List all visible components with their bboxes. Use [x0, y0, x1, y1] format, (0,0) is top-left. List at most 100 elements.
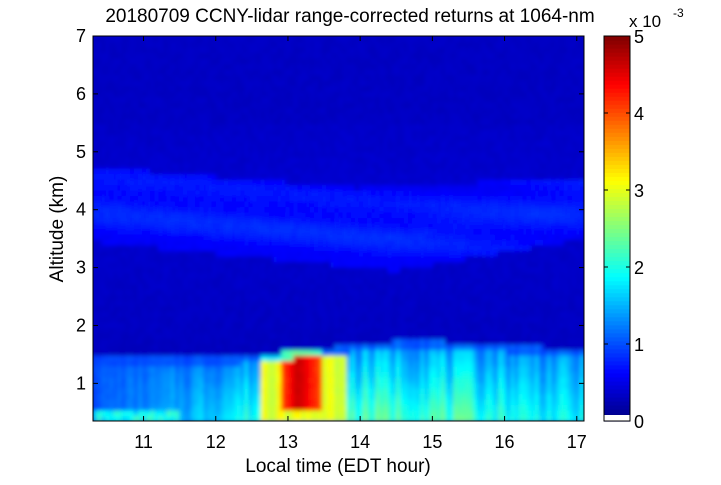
heatmap-cell — [240, 52, 245, 59]
heatmap-cell — [146, 294, 151, 301]
heatmap-cell — [375, 212, 381, 219]
heatmap-cell — [379, 305, 385, 312]
heatmap-cell — [252, 184, 258, 191]
heatmap-cell — [309, 360, 315, 367]
heatmap-cell — [277, 261, 282, 268]
heatmap-cell — [154, 355, 160, 362]
heatmap-cell — [367, 41, 372, 48]
heatmap-cell — [211, 91, 217, 98]
heatmap-cell — [199, 129, 205, 136]
heatmap-cell — [367, 190, 372, 197]
heatmap-cell — [232, 267, 237, 274]
heatmap-cell — [154, 228, 160, 235]
heatmap-cell — [187, 173, 192, 180]
heatmap-cell — [260, 201, 266, 208]
heatmap-cell — [215, 316, 221, 323]
heatmap-cell — [252, 404, 258, 411]
heatmap-cell — [125, 344, 131, 351]
heatmap-cell — [207, 179, 213, 186]
heatmap-cell — [309, 102, 315, 109]
heatmap-cell — [146, 267, 151, 274]
heatmap-cell — [121, 162, 127, 169]
heatmap-cell — [174, 327, 180, 334]
heatmap-cell — [101, 272, 106, 279]
heatmap-cell — [93, 135, 98, 142]
heatmap-cell — [207, 355, 213, 362]
heatmap-cell — [199, 217, 205, 224]
heatmap-cell — [187, 184, 192, 191]
heatmap-cell — [158, 102, 164, 109]
heatmap-cell — [166, 80, 172, 87]
heatmap-cell — [162, 278, 168, 285]
heatmap-cell — [297, 256, 303, 263]
heatmap-cell — [178, 272, 184, 279]
heatmap-cell — [187, 140, 192, 147]
heatmap-cell — [166, 415, 172, 421]
heatmap-cell — [223, 140, 229, 147]
heatmap-cell — [183, 151, 188, 158]
heatmap-cell — [313, 388, 319, 395]
heatmap-cell — [150, 250, 155, 257]
heatmap-cell — [252, 311, 258, 318]
heatmap-cell — [293, 355, 299, 362]
heatmap-cell — [101, 157, 106, 164]
heatmap-cell — [338, 228, 344, 235]
heatmap-cell — [203, 74, 209, 81]
heatmap-cell — [129, 349, 135, 356]
heatmap-cell — [199, 410, 205, 417]
heatmap-cell — [264, 360, 270, 367]
heatmap-cell — [301, 41, 307, 48]
heatmap-cell — [232, 217, 237, 224]
heatmap-cell — [150, 113, 155, 120]
heatmap-cell — [277, 355, 282, 362]
heatmap-cell — [174, 366, 180, 373]
heatmap-cell — [322, 316, 327, 323]
heatmap-cell — [350, 96, 356, 103]
heatmap-cell — [330, 162, 336, 169]
heatmap-cell — [375, 85, 381, 92]
heatmap-cell — [223, 388, 229, 395]
heatmap-cell — [268, 58, 274, 65]
heatmap-cell — [326, 190, 331, 197]
heatmap-cell — [285, 371, 290, 378]
heatmap-cell — [346, 289, 352, 296]
heatmap-cell — [187, 135, 192, 142]
heatmap-cell — [121, 267, 127, 274]
heatmap-cell — [301, 91, 307, 98]
heatmap-cell — [379, 316, 385, 323]
heatmap-cell — [354, 107, 360, 114]
heatmap-cell — [244, 96, 250, 103]
heatmap-cell — [117, 267, 123, 274]
heatmap-cell — [150, 278, 155, 285]
heatmap-cell — [379, 344, 385, 351]
heatmap-cell — [183, 58, 188, 65]
heatmap-cell — [207, 157, 213, 164]
heatmap-cell — [199, 168, 205, 175]
heatmap-cell — [223, 344, 229, 351]
heatmap-cell — [113, 316, 119, 323]
heatmap-cell — [285, 366, 290, 373]
heatmap-cell — [379, 201, 385, 208]
heatmap-cell — [281, 388, 286, 395]
heatmap-cell — [326, 228, 331, 235]
heatmap-cell — [236, 399, 241, 406]
heatmap-cell — [326, 404, 331, 411]
heatmap-cell — [379, 393, 385, 400]
heatmap-cell — [97, 239, 102, 246]
heatmap-cell — [191, 360, 196, 367]
heatmap-cell — [358, 234, 364, 241]
heatmap-cell — [207, 333, 213, 340]
heatmap-cell — [289, 382, 295, 389]
heatmap-cell — [297, 344, 303, 351]
heatmap-cell — [244, 366, 250, 373]
heatmap-cell — [105, 300, 110, 307]
heatmap-cell — [244, 393, 250, 400]
heatmap-cell — [195, 91, 200, 98]
heatmap-cell — [191, 399, 196, 406]
heatmap-cell — [248, 190, 254, 197]
heatmap-cell — [313, 289, 319, 296]
heatmap-cell — [313, 85, 319, 92]
heatmap-cell — [166, 157, 172, 164]
heatmap-cell — [101, 217, 106, 224]
heatmap-cell — [203, 124, 209, 131]
